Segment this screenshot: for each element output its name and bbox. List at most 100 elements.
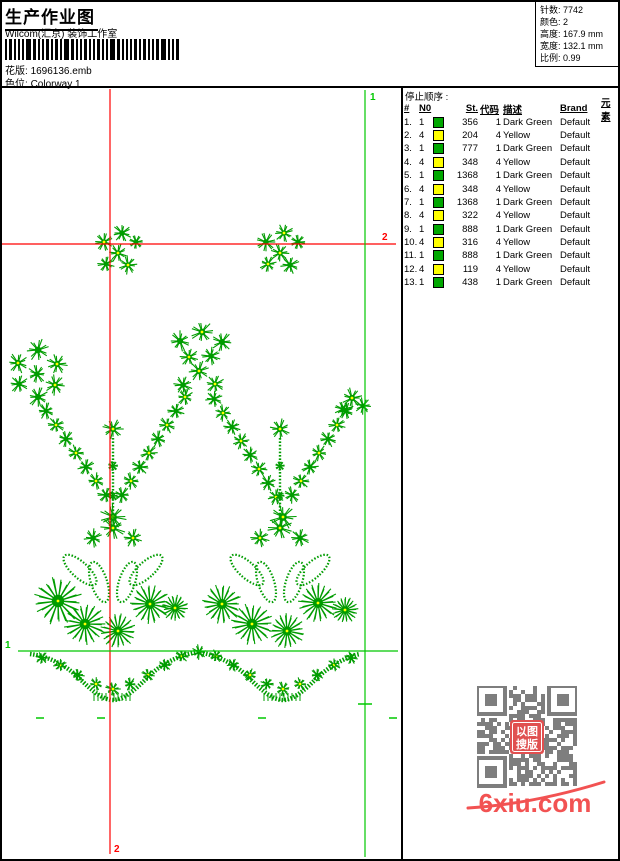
row-index: 7. bbox=[404, 196, 412, 208]
stitch-count: 204 bbox=[462, 129, 478, 141]
thread-swatch bbox=[433, 237, 450, 249]
stitch-count: 348 bbox=[462, 183, 478, 195]
row-index: 2. bbox=[404, 129, 412, 141]
thread-brand: Default bbox=[560, 170, 591, 182]
needle-number: 4 bbox=[419, 237, 425, 249]
stitch-count: 1368 bbox=[456, 196, 478, 208]
thread-color-swatch bbox=[433, 129, 444, 141]
stitch-count: 322 bbox=[462, 210, 478, 222]
color-code: 1 bbox=[495, 116, 501, 128]
stitch-count: 348 bbox=[462, 156, 478, 168]
guide-label-green-h: 1 bbox=[5, 640, 11, 651]
column-header: N0 bbox=[419, 103, 432, 115]
color-description: Yellow bbox=[503, 237, 531, 249]
watermark-site: 6xiu.com bbox=[478, 788, 592, 818]
design-canvas: 1 1 2 2 bbox=[2, 89, 398, 857]
stitch-count: 1368 bbox=[456, 170, 478, 182]
design-stats-box: 针数: 7742 颜色: 2 高度: 167.9 mm 宽度: 132.1 mm 比例:… bbox=[535, 2, 618, 67]
stitch-count: 777 bbox=[462, 143, 478, 155]
thread-color-swatch bbox=[433, 183, 444, 195]
needle-number: 1 bbox=[419, 143, 425, 155]
stat-line-3: 宽度: 132.1 mm bbox=[540, 41, 604, 51]
needle-number: 1 bbox=[419, 196, 425, 208]
color-code: 4 bbox=[495, 129, 501, 141]
thread-swatch bbox=[433, 196, 450, 208]
thread-brand: Default bbox=[560, 263, 591, 275]
needle-number: 1 bbox=[419, 277, 425, 289]
thread-swatch bbox=[433, 263, 450, 275]
thread-swatch bbox=[433, 183, 450, 195]
stat-line-4: 比例: 0.99 bbox=[540, 53, 581, 63]
color-description: Dark Green bbox=[503, 277, 553, 289]
qr-code: 以图 搜版 bbox=[477, 686, 577, 788]
column-header: 代码 bbox=[480, 104, 500, 116]
stitch-count: 316 bbox=[462, 237, 478, 249]
thread-swatch bbox=[433, 116, 450, 128]
needle-number: 4 bbox=[419, 183, 425, 195]
color-description: Dark Green bbox=[503, 250, 553, 262]
color-description: Dark Green bbox=[503, 196, 553, 208]
row-index: 9. bbox=[404, 223, 412, 235]
thread-swatch bbox=[433, 143, 450, 155]
color-code: 4 bbox=[495, 183, 501, 195]
barcode bbox=[5, 39, 179, 60]
thread-swatch bbox=[433, 250, 450, 262]
column-header: 元素 bbox=[601, 97, 611, 123]
color-code: 1 bbox=[495, 250, 501, 262]
color-code: 4 bbox=[495, 237, 501, 249]
color-code: 1 bbox=[495, 143, 501, 155]
stat-line-1: 颜色: 2 bbox=[540, 17, 569, 27]
thread-color-swatch bbox=[433, 143, 444, 155]
guide-label-green-v: 1 bbox=[370, 92, 376, 103]
row-index: 3. bbox=[404, 143, 412, 155]
color-description: Dark Green bbox=[503, 170, 553, 182]
stat-line-2: 高度: 167.9 mm bbox=[540, 29, 604, 39]
guide-label-red-v: 2 bbox=[114, 844, 120, 855]
thread-brand: Default bbox=[560, 129, 591, 141]
colorway-value: Colorway 1 bbox=[30, 79, 81, 90]
row-index: 6. bbox=[404, 183, 412, 195]
needle-number: 1 bbox=[419, 116, 425, 128]
row-index: 12. bbox=[404, 263, 418, 275]
thread-swatch bbox=[433, 210, 450, 222]
color-description: Yellow bbox=[503, 263, 531, 275]
thread-swatch bbox=[433, 277, 450, 289]
svg-text:搜版: 搜版 bbox=[516, 737, 538, 751]
color-description: Dark Green bbox=[503, 223, 553, 235]
thread-swatch bbox=[433, 156, 450, 168]
color-description: Yellow bbox=[503, 129, 531, 141]
page-title: 生产作业图 bbox=[5, 3, 98, 31]
thread-brand: Default bbox=[560, 250, 591, 262]
row-index: 8. bbox=[404, 210, 412, 222]
studio-name: Wilcom(汇京) 装饰工作室 bbox=[5, 29, 118, 40]
header-divider bbox=[2, 86, 618, 88]
image-search-stamp: 以图 搜版 bbox=[510, 720, 544, 754]
design-file-label: 花版: bbox=[5, 66, 28, 77]
thread-brand: Default bbox=[560, 143, 591, 155]
row-index: 11. bbox=[404, 250, 417, 262]
stitch-count: 888 bbox=[462, 223, 478, 235]
row-index: 13. bbox=[404, 277, 418, 289]
stitch-count: 888 bbox=[462, 250, 478, 262]
stop-sequence-table: # N0 St. 代码 描述 Brand 元素 1. 1 356 1 Dark Green Defau… bbox=[404, 98, 618, 289]
thread-swatch bbox=[433, 223, 450, 235]
colorway-label: 色位: bbox=[5, 79, 28, 90]
thread-color-swatch bbox=[433, 277, 444, 289]
design-file-line: 花版: 1696136.emb bbox=[5, 62, 92, 77]
row-index: 5. bbox=[404, 170, 412, 182]
thread-color-swatch bbox=[433, 170, 444, 182]
guide-label-red-h: 2 bbox=[382, 232, 388, 243]
color-description: Yellow bbox=[503, 183, 531, 195]
thread-color-swatch bbox=[433, 250, 444, 262]
row-index: 1. bbox=[404, 116, 412, 128]
thread-brand: Default bbox=[560, 156, 591, 168]
thread-brand: Default bbox=[560, 237, 591, 249]
row-index: 4. bbox=[404, 156, 412, 168]
color-code: 4 bbox=[495, 210, 501, 222]
thread-color-swatch bbox=[433, 116, 444, 128]
thread-swatch bbox=[433, 170, 450, 182]
color-code: 1 bbox=[495, 196, 501, 208]
stitch-count: 119 bbox=[462, 263, 478, 275]
color-code: 1 bbox=[495, 170, 501, 182]
color-code: 1 bbox=[495, 223, 501, 235]
